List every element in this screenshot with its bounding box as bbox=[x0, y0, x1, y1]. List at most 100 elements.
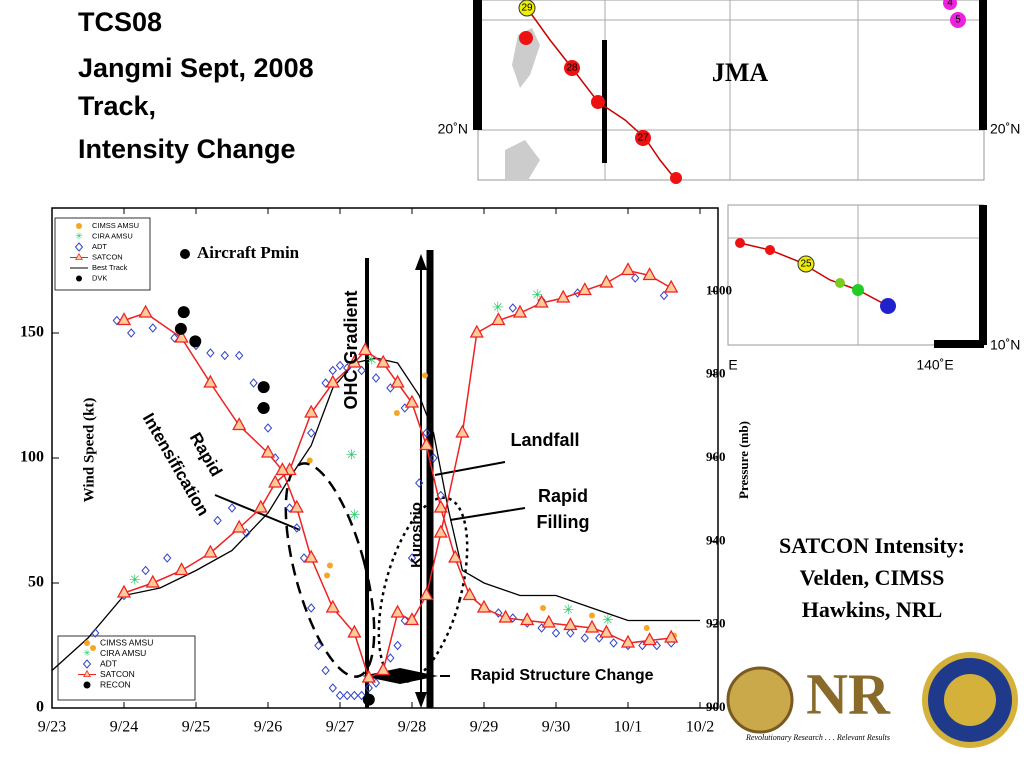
legend-label: CIRA AMSU bbox=[100, 648, 146, 658]
satcon-point bbox=[404, 612, 420, 626]
cira-point: ✳ bbox=[129, 573, 141, 589]
legend-symbol bbox=[82, 659, 92, 669]
legend-bottom bbox=[57, 635, 196, 701]
satcon-point bbox=[203, 374, 218, 388]
track-point bbox=[943, 0, 957, 10]
x-tick-label: 9/28 bbox=[398, 719, 426, 736]
adt-point bbox=[609, 638, 618, 648]
legend-label: SATCON bbox=[92, 252, 123, 261]
y2-tick-label: 940 bbox=[706, 532, 726, 547]
adt-point bbox=[357, 365, 366, 376]
aircraft-point bbox=[257, 402, 270, 414]
satcon-point bbox=[599, 624, 614, 638]
satcon-point bbox=[448, 549, 463, 563]
y2-tick-label: 920 bbox=[706, 616, 726, 631]
track-point bbox=[765, 245, 775, 255]
adt-point bbox=[299, 553, 309, 563]
adt-point bbox=[364, 683, 373, 693]
logo-seal bbox=[726, 666, 794, 734]
map-frame bbox=[477, 0, 985, 181]
map-bar bbox=[934, 340, 984, 348]
satcon-point bbox=[462, 587, 477, 601]
x-tick-label: 9/30 bbox=[542, 719, 570, 736]
satcon-point bbox=[325, 374, 340, 388]
satcon-point bbox=[253, 499, 268, 513]
map-bar bbox=[979, 0, 987, 130]
credit-line: Hawkins, NRL bbox=[802, 597, 943, 622]
aircraft-point bbox=[257, 381, 270, 394]
legend-symbol: ✳ bbox=[83, 649, 91, 659]
y-tick-label: 100 bbox=[20, 449, 44, 466]
satcon-point bbox=[145, 574, 160, 588]
credit-line: Velden, CIMSS bbox=[800, 565, 945, 590]
x-tick-label: 9/26 bbox=[254, 719, 282, 736]
cimss-point bbox=[643, 625, 650, 631]
annotation: Rapid bbox=[538, 486, 588, 506]
adt-point bbox=[566, 628, 575, 638]
legend-symbol bbox=[83, 669, 91, 678]
satcon-point bbox=[232, 417, 247, 431]
cira-point: ✳ bbox=[492, 300, 504, 316]
track-point bbox=[635, 130, 651, 146]
cimss-point bbox=[90, 645, 97, 651]
adt-point bbox=[436, 490, 445, 501]
fill-ellipse bbox=[377, 496, 469, 684]
legend-label: ADT bbox=[92, 242, 107, 251]
satcon-point bbox=[361, 669, 376, 683]
lon-label: E bbox=[728, 357, 737, 373]
title-line: Jangmi Sept, 2008 bbox=[78, 53, 314, 83]
cira-point: ✳ bbox=[346, 448, 358, 464]
pointer bbox=[434, 461, 506, 476]
legend-symbol bbox=[76, 275, 82, 282]
adt-point bbox=[508, 303, 517, 313]
adt-point bbox=[213, 515, 222, 526]
satcon-point bbox=[577, 282, 592, 296]
adt-point bbox=[235, 350, 244, 361]
satcon-point bbox=[260, 444, 276, 458]
x-tick-label: 9/23 bbox=[38, 719, 66, 736]
credit-line: SATCON Intensity: bbox=[779, 533, 965, 558]
track-point bbox=[835, 278, 845, 288]
lat-label: 20˚N bbox=[438, 121, 468, 137]
cimss-point bbox=[306, 457, 313, 464]
satcon-point bbox=[325, 599, 340, 613]
satcon-point bbox=[584, 619, 600, 633]
cimss-point bbox=[326, 562, 333, 569]
day-label: 28 bbox=[566, 63, 578, 74]
adt-point bbox=[112, 315, 121, 326]
satcon-point bbox=[347, 354, 362, 368]
satcon-point bbox=[376, 354, 391, 368]
satcon-point bbox=[469, 324, 484, 338]
x-tick-label: 9/24 bbox=[110, 719, 138, 736]
satcon-point bbox=[203, 544, 218, 558]
satcon-point bbox=[520, 612, 535, 626]
track-point bbox=[880, 298, 896, 314]
y2-tick-label: 980 bbox=[706, 366, 726, 381]
adt-point bbox=[551, 628, 561, 638]
map-frame bbox=[727, 204, 985, 346]
satcon-point bbox=[358, 342, 373, 356]
annotation: Filling bbox=[537, 512, 590, 532]
adt-point bbox=[508, 613, 517, 623]
adt-point bbox=[357, 690, 366, 701]
y2-tick-label: 900 bbox=[706, 699, 726, 714]
legend-label: CIMSS AMSU bbox=[100, 637, 153, 647]
x-tick-label: 9/25 bbox=[182, 719, 210, 736]
adt-point bbox=[141, 565, 150, 576]
satcon-point bbox=[116, 312, 132, 326]
y-axis-title: Wind Speed (kt) bbox=[81, 398, 97, 503]
adt-point bbox=[163, 553, 172, 563]
satcon-point bbox=[419, 437, 434, 451]
annotation: Landfall bbox=[510, 430, 579, 450]
cimss-point bbox=[421, 372, 428, 379]
x-tick-label: 9/29 bbox=[470, 719, 498, 736]
satcon-point bbox=[476, 599, 492, 613]
legend-label: DVK bbox=[92, 273, 107, 282]
cira-point: ✳ bbox=[602, 613, 614, 629]
annotation: Aircraft Pmin bbox=[197, 243, 300, 262]
satcon-point bbox=[304, 549, 319, 563]
adt-point bbox=[631, 273, 640, 283]
luzon bbox=[505, 140, 540, 180]
